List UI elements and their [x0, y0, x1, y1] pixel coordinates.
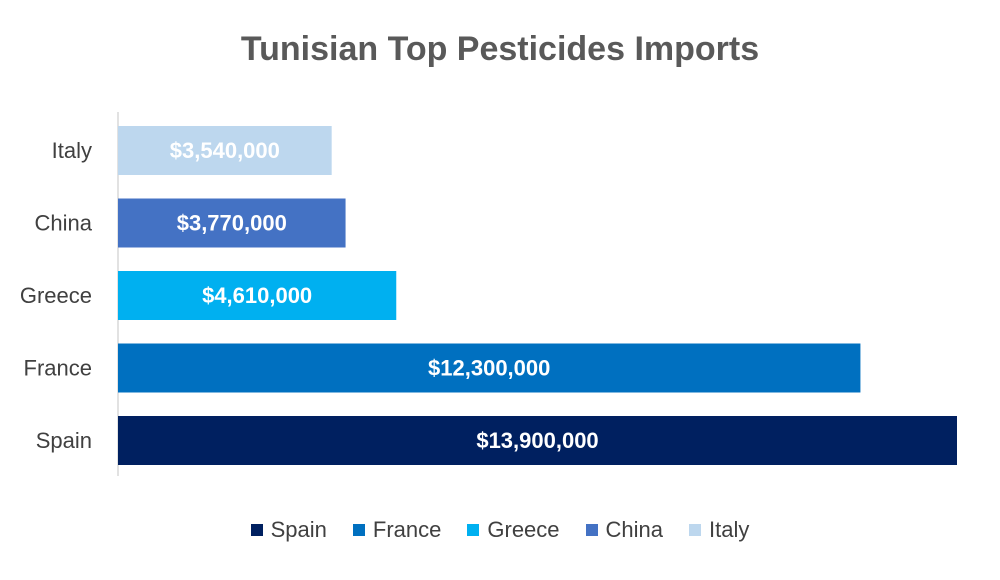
legend-item-greece: Greece: [467, 517, 560, 543]
bar-greece: [118, 271, 397, 320]
legend-label: Italy: [709, 517, 750, 542]
data-label-china: $3,770,000: [177, 211, 287, 236]
category-label-china: China: [35, 211, 93, 236]
bar-italy: [118, 126, 332, 175]
legend-label: Greece: [487, 517, 560, 542]
legend-swatch: [250, 524, 263, 536]
category-label-spain: Spain: [36, 428, 92, 453]
legend-item-italy: Italy: [689, 517, 749, 543]
bars-layer: Italy $3,540,000 China $3,770,000 Greece $4,6…: [20, 126, 957, 465]
data-label-spain: $13,900,000: [476, 428, 598, 453]
legend-item-france: France: [352, 517, 442, 543]
legend-item-spain: Spain: [250, 517, 327, 543]
legend-label: China: [605, 517, 664, 542]
legend-swatch: [585, 524, 598, 536]
legend-swatch: [467, 524, 480, 536]
bar-spain: [118, 416, 957, 465]
legend-swatch: [689, 524, 702, 536]
legend-label: Spain: [270, 517, 327, 542]
bar-france: [118, 343, 861, 393]
data-label-greece: $4,610,000: [202, 283, 312, 308]
bar-china: [118, 198, 346, 248]
legend-item-china: China: [585, 517, 664, 543]
legend-label: France: [372, 517, 442, 542]
chart-title: Tunisian Top Pesticides Imports: [240, 30, 760, 68]
legend-swatch: [352, 524, 365, 536]
data-label-italy: $3,540,000: [170, 138, 280, 163]
category-label-italy: Italy: [52, 138, 92, 163]
data-label-france: $12,300,000: [428, 356, 550, 381]
category-label-france: France: [24, 356, 92, 381]
category-label-greece: Greece: [20, 283, 92, 308]
legend: Spain France Greece China Italy: [0, 517, 1000, 543]
